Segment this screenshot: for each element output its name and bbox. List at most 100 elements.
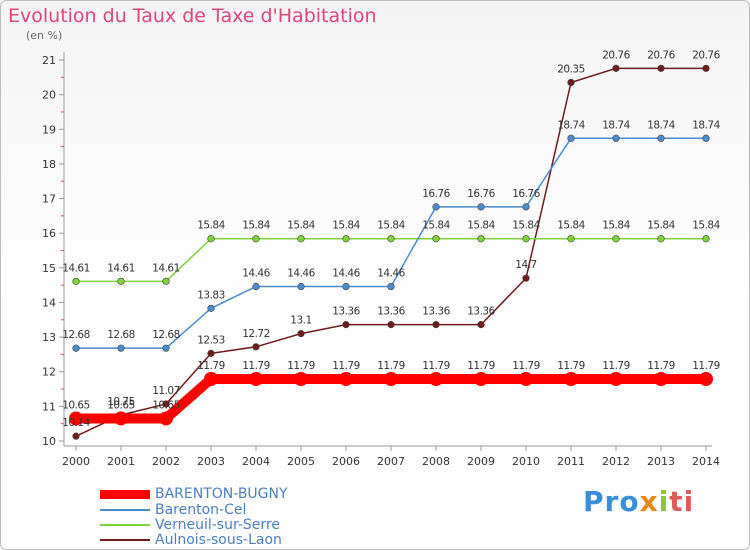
- data-point: [159, 411, 173, 426]
- data-point: [657, 64, 665, 72]
- data-label: 15.84: [602, 220, 630, 232]
- data-label: 11.79: [602, 360, 630, 372]
- data-point: [429, 372, 443, 387]
- data-label: 15.84: [287, 220, 315, 232]
- data-point: [432, 203, 440, 211]
- data-point: [477, 203, 485, 211]
- chart-title: Evolution du Taux de Taxe d'Habitation: [8, 5, 377, 27]
- data-label: 20.35: [557, 64, 585, 76]
- data-point: [162, 400, 170, 408]
- x-tick-label: 2013: [647, 455, 675, 468]
- data-label: 14.46: [377, 268, 405, 280]
- data-label: 15.84: [377, 220, 405, 232]
- data-point: [387, 321, 395, 329]
- x-tick-label: 2009: [467, 455, 495, 468]
- data-label: 14.61: [62, 262, 90, 274]
- y-tick-label: 14: [42, 296, 56, 309]
- data-label: 13.83: [197, 289, 225, 301]
- data-point: [162, 277, 170, 285]
- data-point: [702, 134, 710, 142]
- data-point: [297, 282, 305, 291]
- data-point: [342, 282, 350, 291]
- legend-swatch: [100, 489, 150, 499]
- y-tick-label: 17: [42, 193, 56, 206]
- x-tick-label: 2007: [377, 455, 405, 468]
- data-point: [432, 235, 440, 243]
- data-label: 15.84: [557, 220, 585, 232]
- data-label: 15.84: [512, 220, 540, 232]
- data-label: 18.74: [647, 119, 675, 131]
- y-tick-label: 15: [42, 262, 56, 275]
- data-point: [567, 235, 575, 243]
- data-label: 15.84: [197, 220, 225, 232]
- data-label: 14.46: [287, 268, 315, 280]
- data-label: 11.79: [287, 360, 315, 372]
- data-point: [612, 64, 620, 72]
- data-label: 18.74: [557, 119, 585, 131]
- data-point: [522, 274, 530, 282]
- data-point: [567, 78, 575, 87]
- legend-label: Aulnois-sous-Laon: [155, 532, 282, 548]
- data-label: 12.53: [197, 334, 225, 346]
- data-label: 14.61: [107, 262, 135, 274]
- data-label: 14.46: [242, 268, 270, 280]
- x-tick-label: 2008: [422, 455, 450, 468]
- chart-unit-label: (en %): [26, 29, 63, 42]
- data-label: 15.84: [332, 220, 360, 232]
- proxiti-logo: Proxiti: [583, 485, 695, 518]
- data-label: 13.36: [467, 306, 495, 318]
- data-label: 13.36: [377, 306, 405, 318]
- data-label: 10.65: [152, 399, 180, 411]
- data-label: 11.07: [152, 385, 180, 397]
- data-point: [249, 372, 263, 387]
- data-label: 11.79: [467, 360, 495, 372]
- legend-swatch: [100, 524, 150, 526]
- data-label: 10.65: [62, 399, 90, 411]
- y-tick-label: 16: [42, 227, 56, 240]
- data-label: 15.84: [467, 220, 495, 232]
- data-point: [387, 235, 395, 243]
- data-label: 18.74: [692, 119, 720, 131]
- data-label: 20.76: [647, 49, 675, 61]
- data-point: [207, 235, 215, 243]
- data-point: [117, 277, 125, 285]
- data-point: [702, 235, 710, 243]
- data-label: 12.72: [242, 328, 270, 340]
- data-point: [207, 349, 215, 357]
- data-label: 18.74: [602, 119, 630, 131]
- data-label: 11.79: [242, 360, 270, 372]
- x-tick-label: 2006: [332, 455, 360, 468]
- y-tick-label: 10: [42, 435, 56, 448]
- y-tick-label: 11: [42, 400, 56, 413]
- data-point: [72, 277, 80, 285]
- data-label: 11.79: [377, 360, 405, 372]
- data-point: [117, 344, 125, 352]
- data-label: 20.76: [692, 49, 720, 61]
- y-tick-label: 12: [42, 366, 56, 379]
- data-label: 11.79: [557, 360, 585, 372]
- data-label: 14.46: [332, 268, 360, 280]
- legend-item: Barenton-Cel: [100, 502, 246, 518]
- legend-item: Verneuil-sur-Serre: [100, 517, 280, 533]
- data-point: [519, 372, 533, 387]
- data-label: 14.7: [515, 259, 536, 271]
- data-point: [297, 235, 305, 243]
- data-point: [657, 134, 665, 142]
- data-point: [564, 372, 578, 387]
- data-point: [252, 235, 260, 243]
- x-tick-label: 2012: [602, 455, 630, 468]
- y-tick-label: 19: [42, 123, 56, 136]
- data-label: 10.75: [107, 396, 135, 408]
- x-tick-label: 2010: [512, 455, 540, 468]
- x-tick-label: 2000: [62, 455, 90, 468]
- x-tick-label: 2011: [557, 455, 585, 468]
- data-label: 13.1: [290, 315, 311, 327]
- data-point: [207, 304, 215, 312]
- x-tick-label: 2001: [107, 455, 135, 468]
- legend-swatch: [100, 539, 150, 541]
- data-label: 15.84: [647, 220, 675, 232]
- data-point: [342, 235, 350, 243]
- legend-item: BARENTON-BUGNY: [100, 486, 288, 502]
